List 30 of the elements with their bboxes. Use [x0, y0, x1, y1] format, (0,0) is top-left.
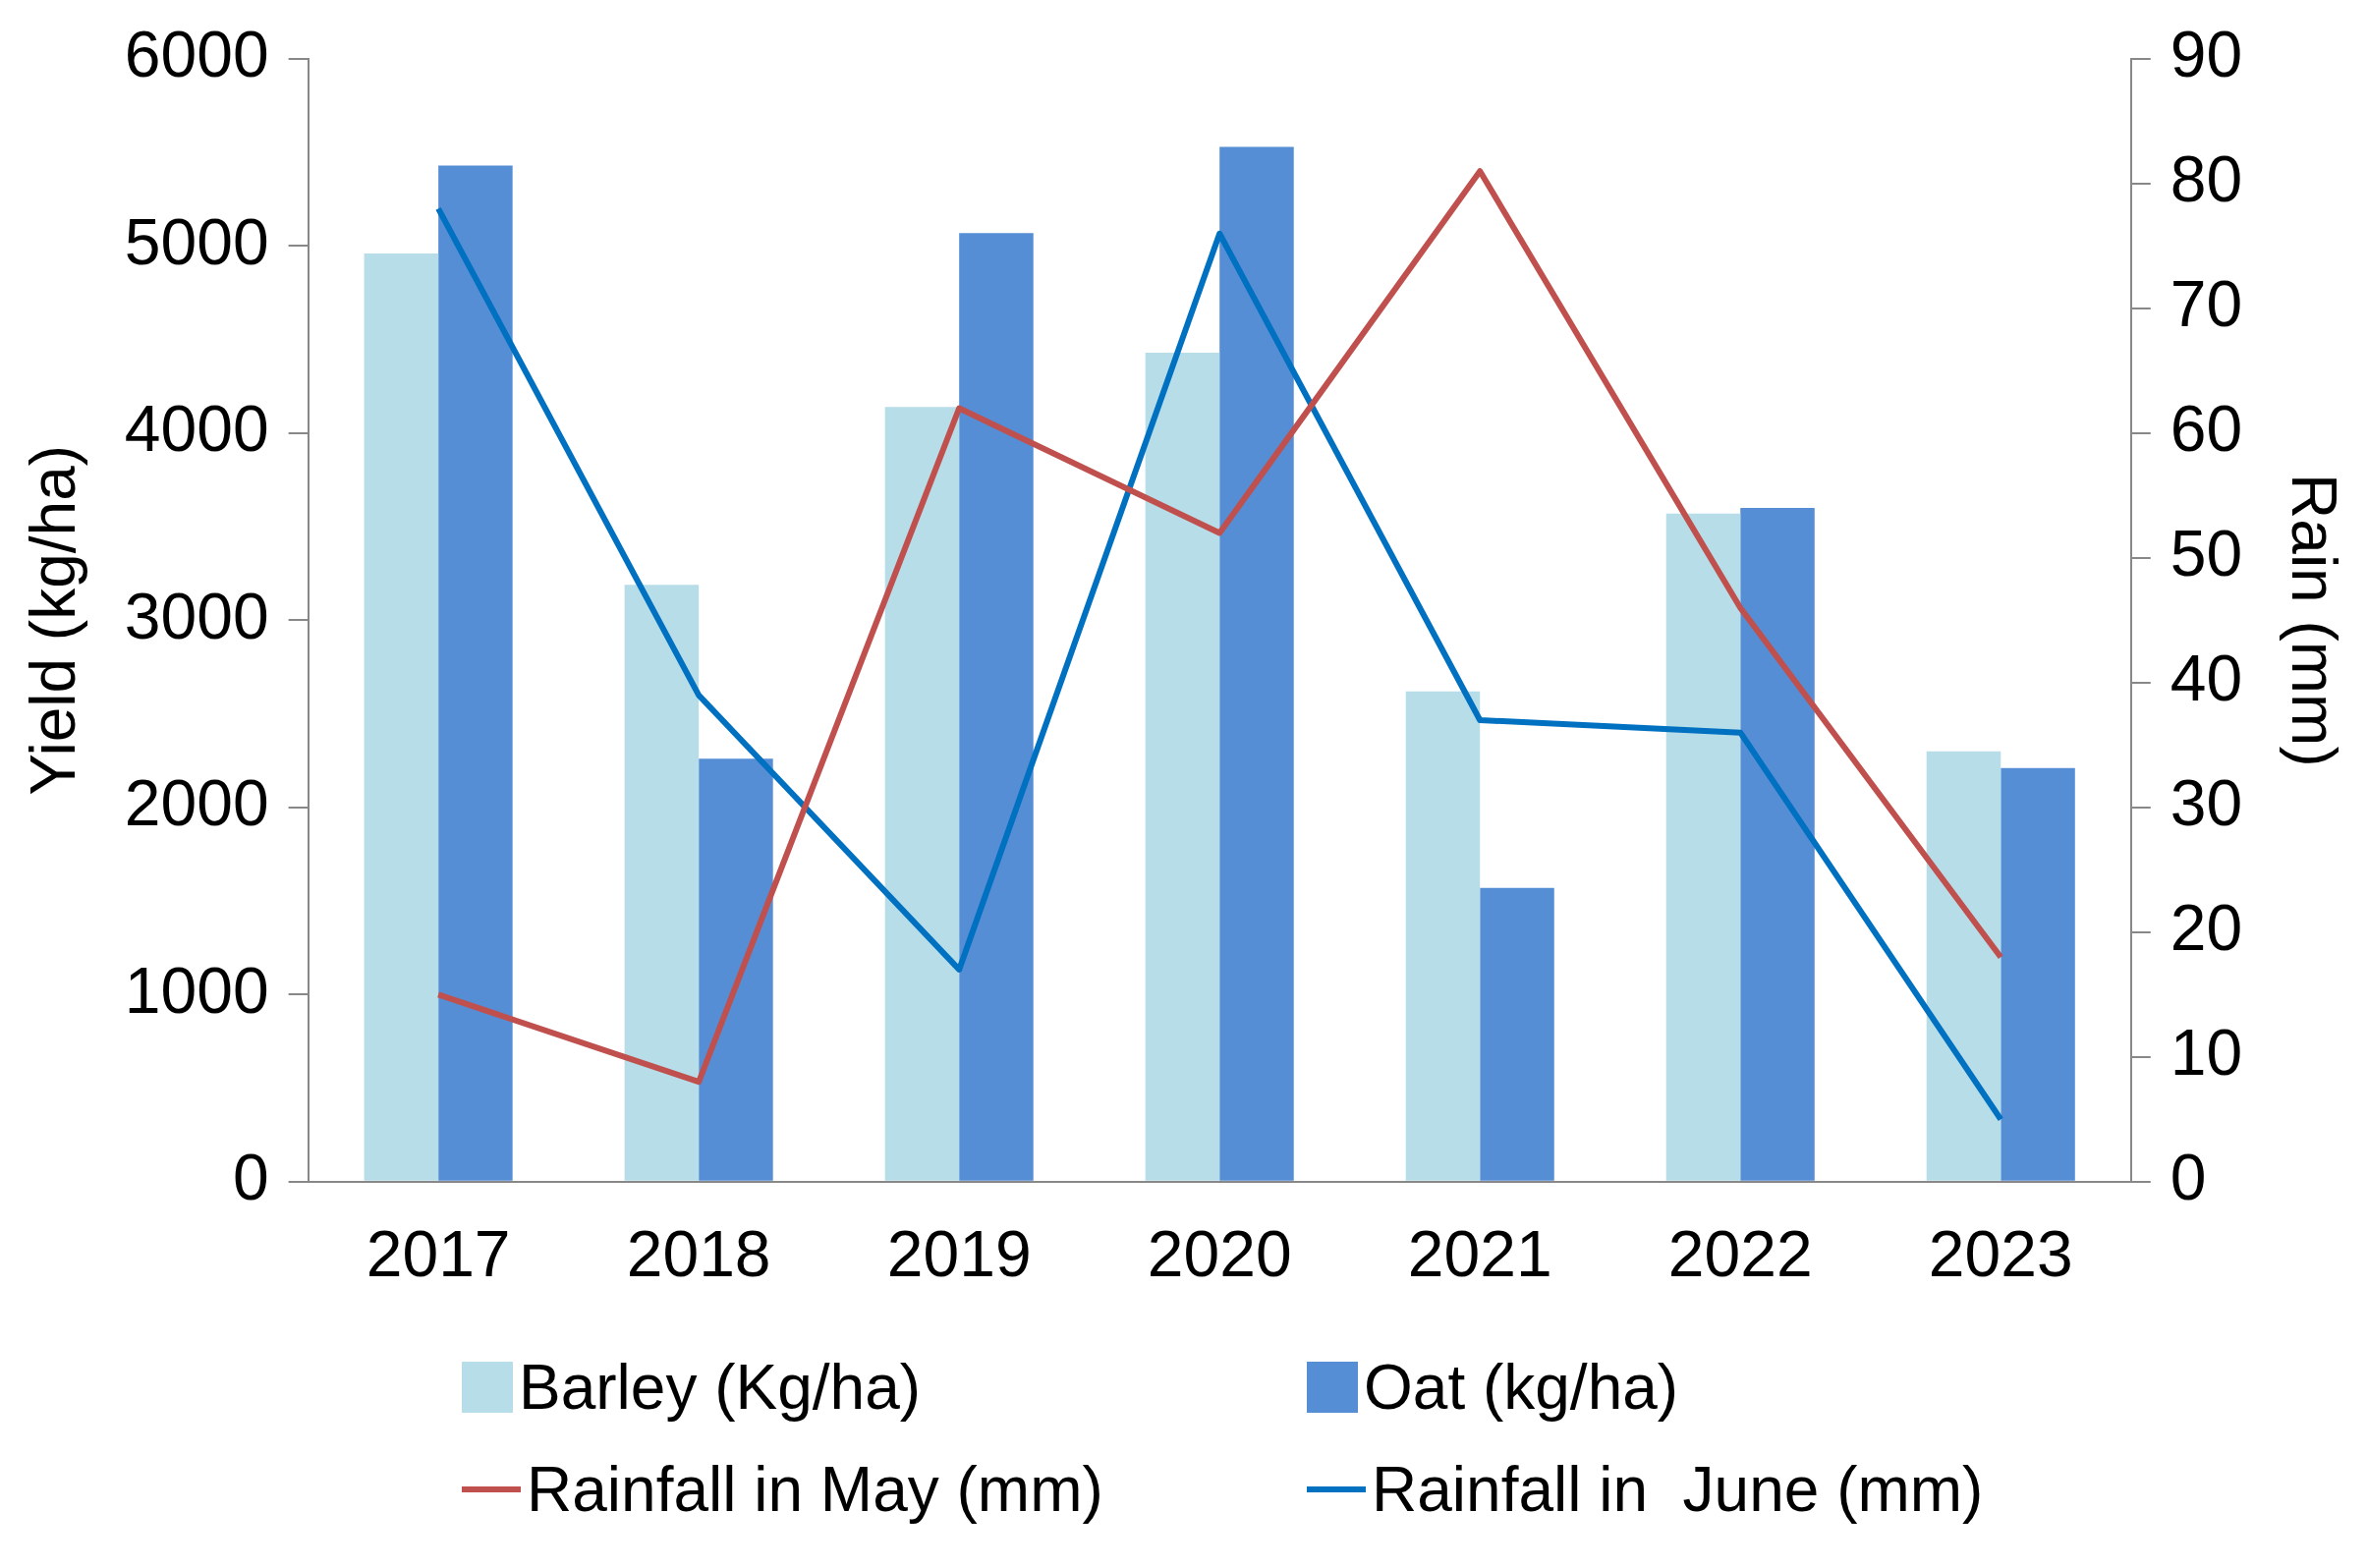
y-axis-title: Yield (kg/ha) [18, 444, 89, 796]
x-tick-label: 2022 [1667, 1216, 1813, 1290]
y-tick-label: 0 [232, 1141, 269, 1213]
x-tick-label: 2019 [886, 1216, 1032, 1290]
y-tick-label: 1000 [124, 953, 269, 1027]
x-tick-label: 2023 [1928, 1216, 2073, 1290]
y2-tick-label: 10 [2170, 1016, 2243, 1090]
legend-label: Barley (Kg/ha) [519, 1351, 922, 1424]
y2-tick-label: 0 [2170, 1141, 2207, 1213]
y-tick-label: 5000 [124, 204, 269, 278]
y2-tick-label: 90 [2170, 18, 2243, 91]
y-tick-label: 2000 [124, 766, 269, 840]
y2-tick-label: 80 [2170, 142, 2243, 216]
y2-tick-label: 70 [2170, 267, 2243, 341]
x-tick-label: 2017 [366, 1216, 511, 1290]
legend-label: Rainfall in May (mm) [527, 1453, 1103, 1526]
y2-tick-label: 30 [2170, 766, 2243, 840]
y-tick-label: 3000 [124, 579, 269, 652]
y2-tick-label: 60 [2170, 392, 2243, 466]
x-tick-label: 2018 [626, 1216, 771, 1290]
y-tick-label: 4000 [124, 392, 269, 466]
legend-label: Oat (kg/ha) [1364, 1351, 1679, 1424]
y2-axis-title: Rain (mm) [2278, 474, 2349, 767]
y-tick-label: 6000 [124, 18, 269, 91]
y2-tick-label: 20 [2170, 891, 2243, 965]
y2-tick-label: 50 [2170, 517, 2243, 590]
y2-tick-label: 40 [2170, 642, 2243, 715]
x-tick-label: 2021 [1407, 1216, 1552, 1290]
legend-label: Rainfall in June (mm) [1372, 1453, 1984, 1526]
x-tick-label: 2020 [1147, 1216, 1292, 1290]
